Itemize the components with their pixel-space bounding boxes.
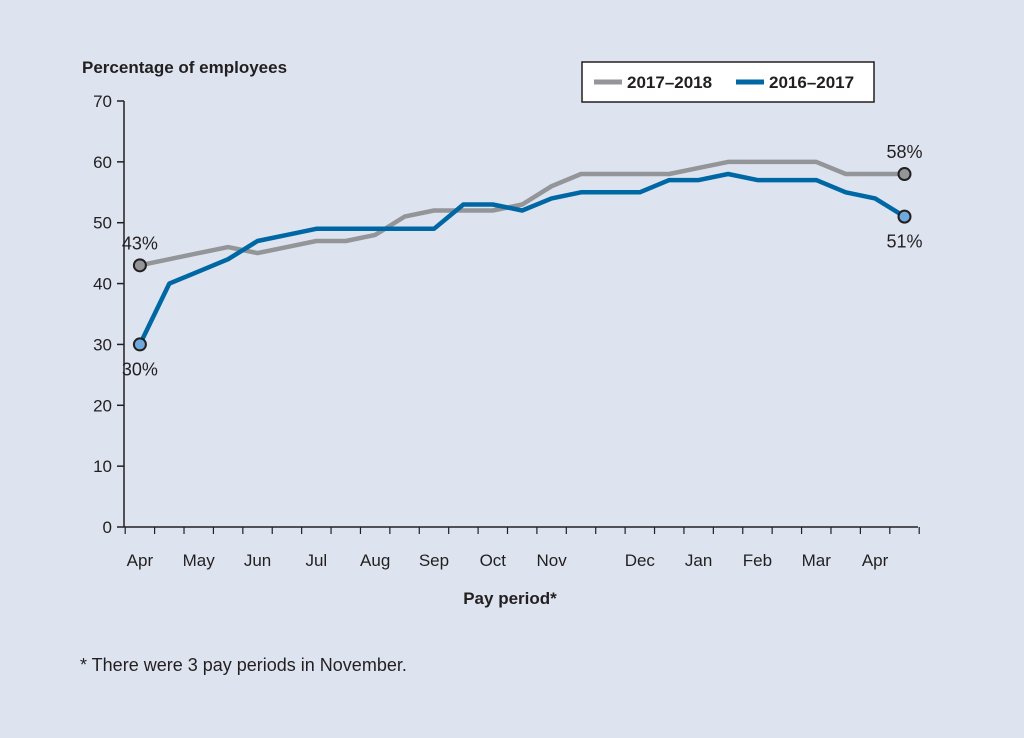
x-tick-label: May [183,551,216,570]
x-tick-label: Mar [802,551,832,570]
series-layer: 43% 58% 30% 51% [122,142,923,379]
y-axis-title: Percentage of employees [82,58,287,77]
endpoint-value-label: 51% [886,232,922,252]
footnote: * There were 3 pay periods in November. [80,655,407,675]
y-tick-label: 10 [93,457,112,476]
endpoint-value-label: 30% [122,359,158,379]
y-tick-label: 0 [103,518,112,537]
series-endpoint-marker [132,258,147,273]
x-tick-label: Jan [685,551,712,570]
y-tick-label: 20 [93,396,112,415]
series-endpoint-marker [897,209,912,224]
y-tick-label: 60 [93,153,112,172]
x-tick-label: Jun [244,551,271,570]
legend-label-2016-2017: 2016–2017 [769,73,854,92]
x-tick-label: Dec [625,551,656,570]
legend: 2017–2018 2016–2017 [581,61,875,103]
x-tick-label: Apr [127,551,154,570]
endpoint-value-label: 43% [122,233,158,253]
x-tick-label: Oct [480,551,507,570]
x-axis-title: Pay period* [463,589,557,608]
legend-box [581,61,875,103]
x-tick-label: Aug [360,551,390,570]
y-tick-label: 30 [93,335,112,354]
endpoint-value-label: 58% [886,142,922,162]
axes: 0 10 20 30 40 50 60 70 Apr May Jun Jul Aug Sep Oct Nov D… [93,92,920,570]
x-tick-label: Feb [743,551,772,570]
series-line-2016-2017 [137,171,906,346]
y-tick-label: 70 [93,92,112,111]
y-tick-label: 40 [93,275,112,294]
x-tick-label: Jul [305,551,327,570]
x-tick-label: Sep [419,551,449,570]
legend-label-2017-2018: 2017–2018 [627,73,712,92]
x-tick-label: Apr [862,551,889,570]
y-tick-label: 50 [93,214,112,233]
x-tick-label: Nov [536,551,567,570]
series-line-2017-2018 [139,159,905,268]
series-endpoint-marker [897,167,912,182]
series-endpoint-marker [132,337,147,352]
